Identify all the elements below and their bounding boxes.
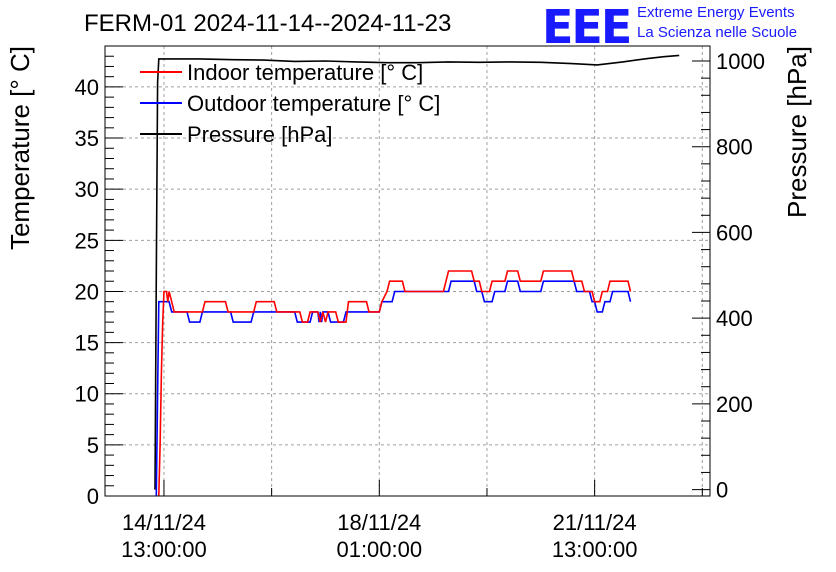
axis-layer: 05101520253035400200400600800100014/11/2…	[5, 45, 812, 562]
y2-tick-label: 200	[716, 392, 753, 417]
logo-caption-line2: La Scienza nelle Scuole	[637, 24, 798, 41]
x-tick-label-date: 14/11/24	[122, 510, 206, 535]
y2-tick-label: 600	[716, 220, 753, 245]
y-tick-label: 20	[75, 279, 99, 304]
x-tick-label-time: 01:00:00	[336, 537, 422, 562]
y2-axis-label: Pressure [hPa]	[782, 46, 812, 218]
series-layer	[154, 54, 680, 497]
y-tick-label: 25	[75, 228, 99, 253]
y2-tick-label: 400	[716, 306, 753, 331]
x-tick-label-date: 18/11/24	[337, 510, 421, 535]
series-line-0	[158, 270, 632, 497]
legend-label-0: Indoor temperature [° C]	[187, 60, 423, 85]
y-tick-label: 15	[75, 331, 99, 356]
y-tick-label: 35	[75, 126, 99, 151]
y-tick-label: 30	[75, 177, 99, 202]
logo-caption-line1: Extreme Energy Events	[637, 4, 795, 21]
y-tick-label: 0	[87, 484, 99, 509]
legend: Indoor temperature [° C] Outdoor temperat…	[140, 60, 440, 147]
y-tick-label: 40	[75, 75, 99, 100]
y2-tick-label: 0	[716, 478, 728, 503]
y2-tick-label: 1000	[716, 49, 765, 74]
y-axis-label: Temperature [° C]	[5, 46, 35, 250]
x-tick-label-time: 13:00:00	[121, 537, 207, 562]
chart-title: FERM-01 2024-11-14--2024-11-23	[84, 10, 452, 37]
y-tick-label: 10	[75, 382, 99, 407]
eee-logo: EEE	[542, 0, 632, 54]
legend-label-2: Pressure [hPa]	[187, 122, 333, 147]
y-tick-label: 5	[87, 433, 99, 458]
series-line-2	[154, 54, 680, 490]
legend-label-1: Outdoor temperature [° C]	[187, 91, 440, 116]
y2-tick-label: 800	[716, 135, 753, 160]
series-line-1	[155, 280, 632, 497]
grid-lines	[105, 46, 710, 496]
x-tick-label-time: 13:00:00	[552, 537, 638, 562]
x-tick-label-date: 21/11/24	[553, 510, 637, 535]
